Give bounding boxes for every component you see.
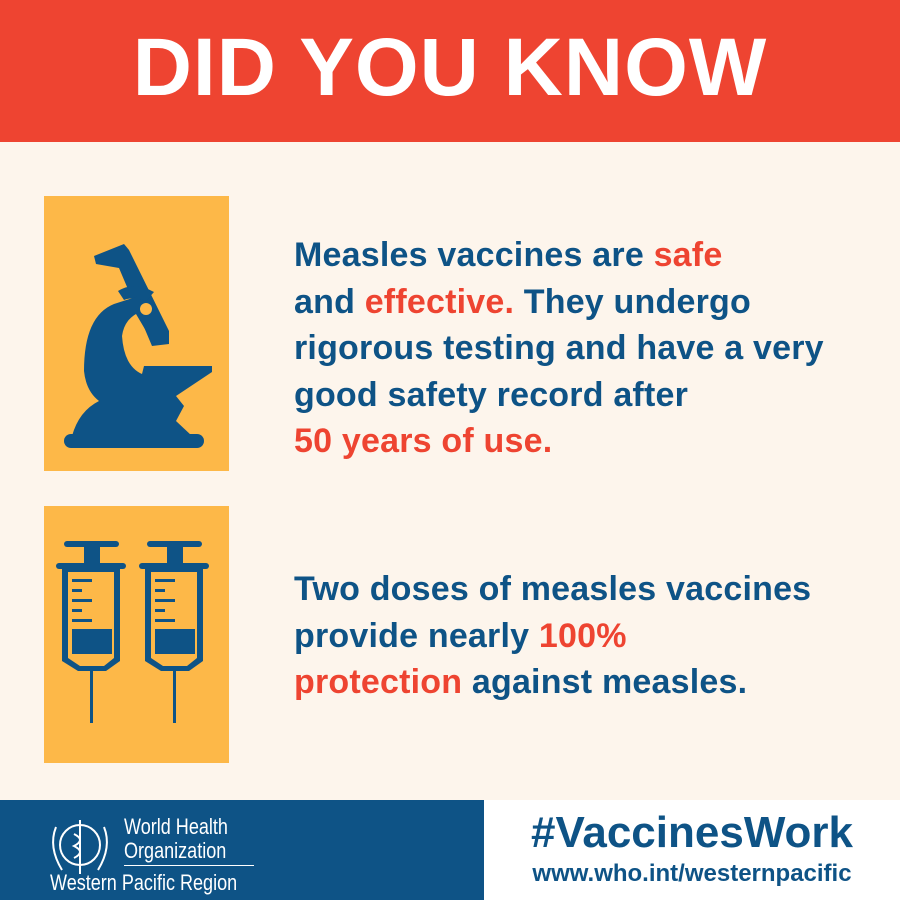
highlight-protection: protection [294, 663, 463, 701]
campaign-block: #VaccinesWork www.who.int/westernpacific [484, 800, 900, 900]
org-name-line2: Organization [124, 838, 227, 863]
fact-text: Two doses of measles vaccines provide ne… [294, 570, 812, 655]
fact-safety: Measles vaccines are safe and effective.… [294, 232, 874, 465]
who-emblem-icon [52, 820, 108, 874]
header-banner: DID YOU KNOW [0, 0, 900, 142]
fact-text: and [294, 282, 365, 321]
org-name-line1: World Health [124, 814, 228, 839]
region-name: Western Pacific Region [50, 870, 238, 895]
microscope-icon [44, 196, 229, 471]
highlight-50-years: 50 years of use. [294, 422, 553, 460]
website-link[interactable]: www.who.int/westernpacific [532, 860, 852, 887]
divider [124, 865, 254, 866]
page-title: DID YOU KNOW [132, 22, 768, 113]
hashtag: #VaccinesWork [530, 808, 854, 857]
highlight-safe: safe [653, 236, 723, 274]
who-logo-block: World Health Organization Western Pacifi… [0, 800, 484, 900]
fact-text: against measles. [462, 663, 748, 701]
fact-protection: Two doses of measles vaccines provide ne… [294, 566, 874, 706]
syringe-icon [44, 506, 229, 763]
fact-text: Measles vaccines are [294, 236, 654, 274]
fact-text: They undergo rigorous testing and have a… [294, 282, 824, 414]
highlight-100-percent: 100% [538, 616, 627, 655]
highlight-effective: effective. [364, 282, 515, 321]
